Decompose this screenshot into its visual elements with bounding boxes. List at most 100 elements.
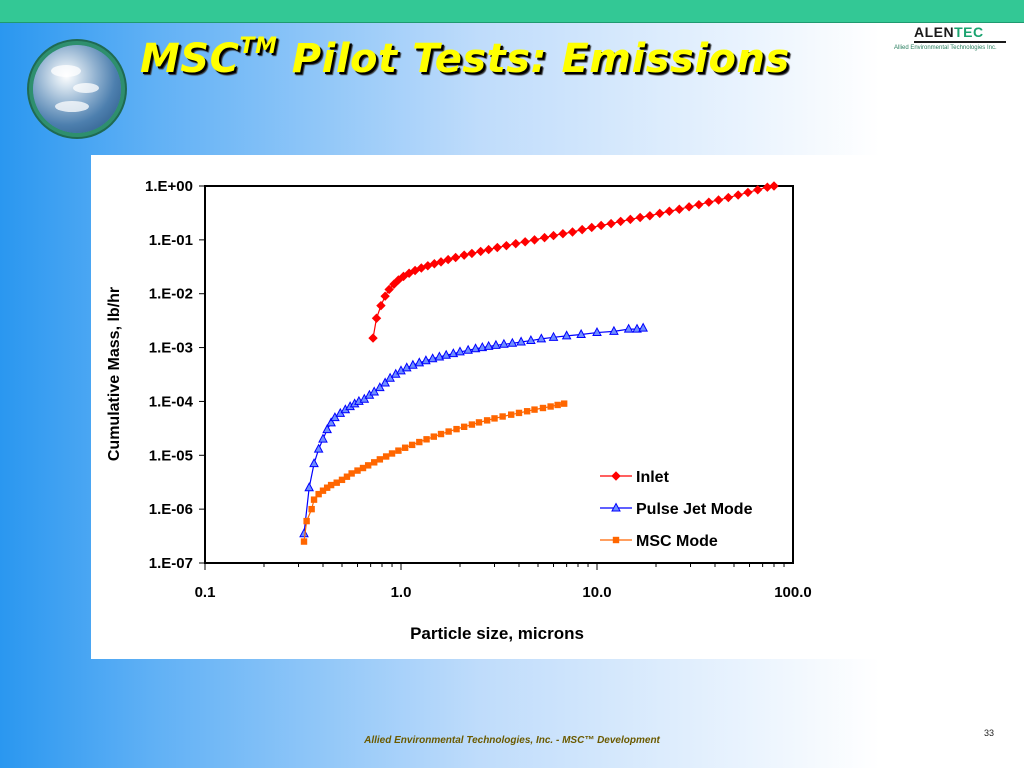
data-point-pulse-jet-mode	[322, 424, 332, 434]
data-point-pulse-jet-mode	[421, 355, 431, 365]
x-ticks: 0.1 1.0 10.0 100.0	[195, 563, 812, 601]
y-tick-label: 1.E-06	[149, 501, 193, 518]
x-tick-label: 100.0	[774, 584, 812, 601]
y-tick-label: 1.E-05	[149, 447, 193, 464]
data-point-msc-mode	[354, 467, 361, 474]
data-point-msc-mode	[343, 473, 351, 480]
data-point-inlet	[376, 300, 386, 311]
data-point-pulse-jet-mode	[477, 342, 488, 352]
data-point-pulse-jet-mode	[375, 382, 385, 392]
data-point-msc-mode	[308, 505, 315, 513]
data-point-pulse-jet-mode	[609, 325, 619, 335]
data-point-pulse-jet-mode	[507, 337, 518, 347]
title-main: MSC	[140, 36, 240, 82]
data-point-inlet	[558, 229, 568, 239]
data-point-pulse-jet-mode	[499, 338, 509, 348]
chart-legend: Inlet Pulse Jet Mode MSC Mode	[600, 469, 753, 550]
y-ticks: 1.E+00 1.E-01 1.E-02 1.E-03 1.E-04 1.E-05 1.E-…	[145, 178, 205, 572]
data-point-msc-mode	[437, 430, 445, 438]
legend-label: MSC Mode	[636, 533, 718, 550]
data-point-msc-mode	[475, 419, 483, 426]
data-point-pulse-jet-mode	[448, 348, 459, 358]
data-point-pulse-jet-mode	[463, 344, 473, 354]
y-tick-label: 1.E+00	[145, 178, 193, 195]
data-point-msc-mode	[319, 487, 327, 494]
data-point-inlet	[625, 214, 636, 225]
legend-marker-msc-mode	[612, 536, 620, 544]
data-point-inlet	[410, 265, 420, 276]
y-tick-label: 1.E-07	[149, 555, 193, 572]
data-point-msc-mode	[453, 425, 460, 433]
data-point-inlet	[389, 279, 399, 289]
data-point-inlet	[459, 250, 469, 260]
title-rest: Pilot Tests: Emissions	[277, 36, 790, 82]
data-point-inlet	[436, 257, 446, 267]
data-point-msc-mode	[388, 450, 396, 457]
data-point-msc-mode	[408, 441, 416, 449]
page-number: 33	[984, 728, 995, 738]
data-point-pulse-jet-mode	[326, 417, 336, 427]
data-point-pulse-jet-mode	[516, 336, 526, 346]
data-point-msc-mode	[508, 411, 515, 418]
data-point-msc-mode	[323, 484, 331, 491]
data-point-msc-mode	[523, 408, 531, 415]
data-point-inlet	[398, 271, 409, 282]
data-point-inlet	[743, 187, 753, 198]
data-point-msc-mode	[359, 464, 367, 472]
data-point-inlet	[674, 204, 685, 214]
data-point-pulse-jet-mode	[623, 323, 634, 333]
emissions-chart: 0.1 1.0 10.0 100.0 1.E+00 1.E-01 1.E-02 1.E-03…	[106, 178, 812, 643]
data-point-inlet	[684, 202, 694, 212]
data-point-inlet	[384, 284, 394, 295]
legend-marker-pulse-jet-mode	[611, 502, 621, 512]
data-point-inlet	[655, 208, 665, 219]
data-point-pulse-jet-mode	[380, 377, 390, 387]
logo-underline	[914, 41, 1006, 43]
data-point-inlet	[733, 190, 743, 200]
data-point-pulse-jet-mode	[299, 528, 309, 538]
top-bar	[0, 0, 1024, 23]
data-point-pulse-jet-mode	[330, 412, 340, 422]
data-point-inlet	[664, 206, 675, 216]
data-point-inlet	[753, 185, 763, 195]
slide-footer: Allied Environmental Technologies, Inc. …	[364, 735, 660, 746]
data-point-msc-mode	[300, 538, 308, 545]
x-tick-label: 1.0	[391, 584, 412, 601]
data-point-pulse-jet-mode	[441, 349, 452, 359]
data-point-msc-mode	[460, 423, 468, 430]
data-point-inlet	[548, 230, 559, 241]
data-point-msc-mode	[303, 517, 310, 525]
data-point-inlet	[450, 252, 461, 263]
data-point-inlet	[615, 216, 626, 227]
data-point-pulse-jet-mode	[576, 328, 586, 338]
data-point-pulse-jet-mode	[592, 326, 602, 337]
company-logo: ALENTEC Allied Environmental Technologie…	[892, 22, 1018, 56]
data-point-msc-mode	[333, 479, 340, 486]
data-point-inlet	[520, 237, 530, 247]
data-point-pulse-jet-mode	[304, 482, 315, 492]
data-point-msc-mode	[382, 453, 390, 460]
data-point-inlet	[511, 238, 521, 249]
data-point-pulse-jet-mode	[369, 386, 380, 396]
data-point-pulse-jet-mode	[401, 362, 412, 372]
data-point-msc-mode	[445, 428, 452, 435]
data-point-inlet	[443, 254, 453, 265]
data-point-inlet	[596, 220, 606, 231]
slide-title: MSCTM Pilot Tests: Emissions	[140, 34, 790, 82]
data-point-pulse-jet-mode	[455, 346, 465, 356]
data-point-inlet	[645, 211, 655, 221]
data-point-pulse-jet-mode	[470, 343, 481, 353]
globe-icon	[33, 45, 121, 133]
x-tick-label: 10.0	[582, 584, 611, 601]
data-point-inlet	[567, 227, 578, 237]
data-point-inlet	[769, 181, 779, 191]
y-tick-label: 1.E-01	[149, 232, 193, 249]
series-pulse-jet-mode	[299, 322, 648, 538]
legend-item-msc-mode: MSC Mode	[600, 533, 718, 550]
data-point-msc-mode	[499, 413, 506, 420]
data-point-msc-mode	[338, 476, 346, 484]
data-point-pulse-jet-mode	[309, 458, 319, 468]
data-point-pulse-jet-mode	[632, 323, 642, 333]
y-tick-label: 1.E-02	[149, 286, 193, 303]
data-point-pulse-jet-mode	[434, 351, 445, 361]
